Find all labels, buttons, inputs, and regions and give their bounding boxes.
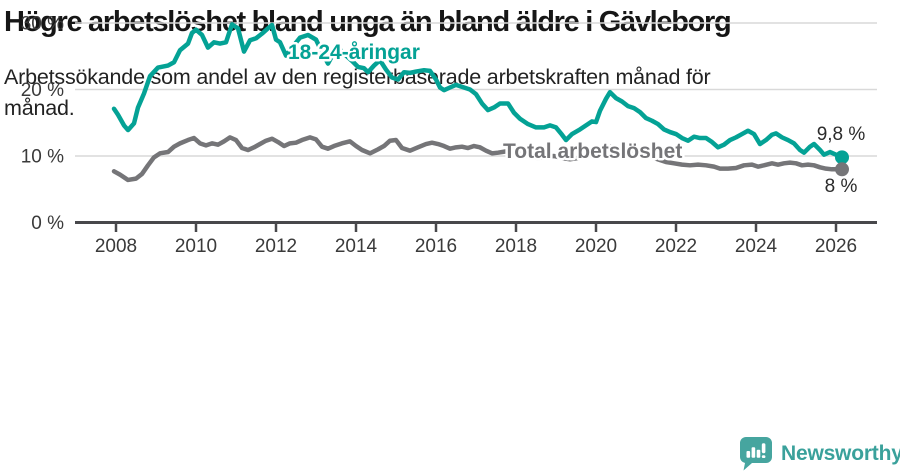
- footer-brand: Newsworthy: [739, 436, 900, 471]
- line-chart: 2008 2010 2012 2014 2016 2018 2020 2022 2024 2026…: [21, 14, 877, 257]
- series-end-dot-1: [835, 162, 849, 177]
- series-label-0: 18-24-åringar: [288, 41, 420, 64]
- series-line-0: [111, 22, 845, 160]
- y-tick-label: 0 %: [31, 213, 64, 234]
- series-line-1: [111, 135, 845, 183]
- end-value-label-0: 9,8 %: [817, 124, 866, 145]
- y-tick-label: 10 %: [21, 147, 64, 168]
- chart-subtitle: Arbetssökande som andel av den registerb…: [4, 65, 711, 120]
- x-tick-label: 2010: [175, 236, 217, 257]
- y-tick-label: 20 %: [21, 80, 64, 101]
- x-tick-label: 2020: [575, 236, 617, 257]
- x-tick-label: 2016: [415, 236, 457, 257]
- newsworthy-wordmark: Newsworthy: [781, 441, 900, 465]
- x-tick-label: 2026: [815, 236, 857, 257]
- series-end-dot-0: [835, 150, 849, 165]
- x-tick-label: 2014: [335, 236, 378, 257]
- x-tick-label: 2024: [735, 236, 778, 257]
- y-tick-label: 30 %: [21, 14, 64, 35]
- series-label-1: Total arbetslöshet: [503, 140, 682, 163]
- newsworthy-logo-icon: [739, 437, 772, 471]
- x-tick-label: 2012: [255, 236, 297, 257]
- x-tick-label: 2008: [95, 236, 137, 257]
- x-tick-label: 2018: [495, 236, 537, 257]
- chart-title: Högre arbetslöshet bland unga än bland ä…: [4, 6, 732, 38]
- x-tick-label: 2022: [655, 236, 697, 257]
- end-value-label-1: 8 %: [825, 176, 858, 197]
